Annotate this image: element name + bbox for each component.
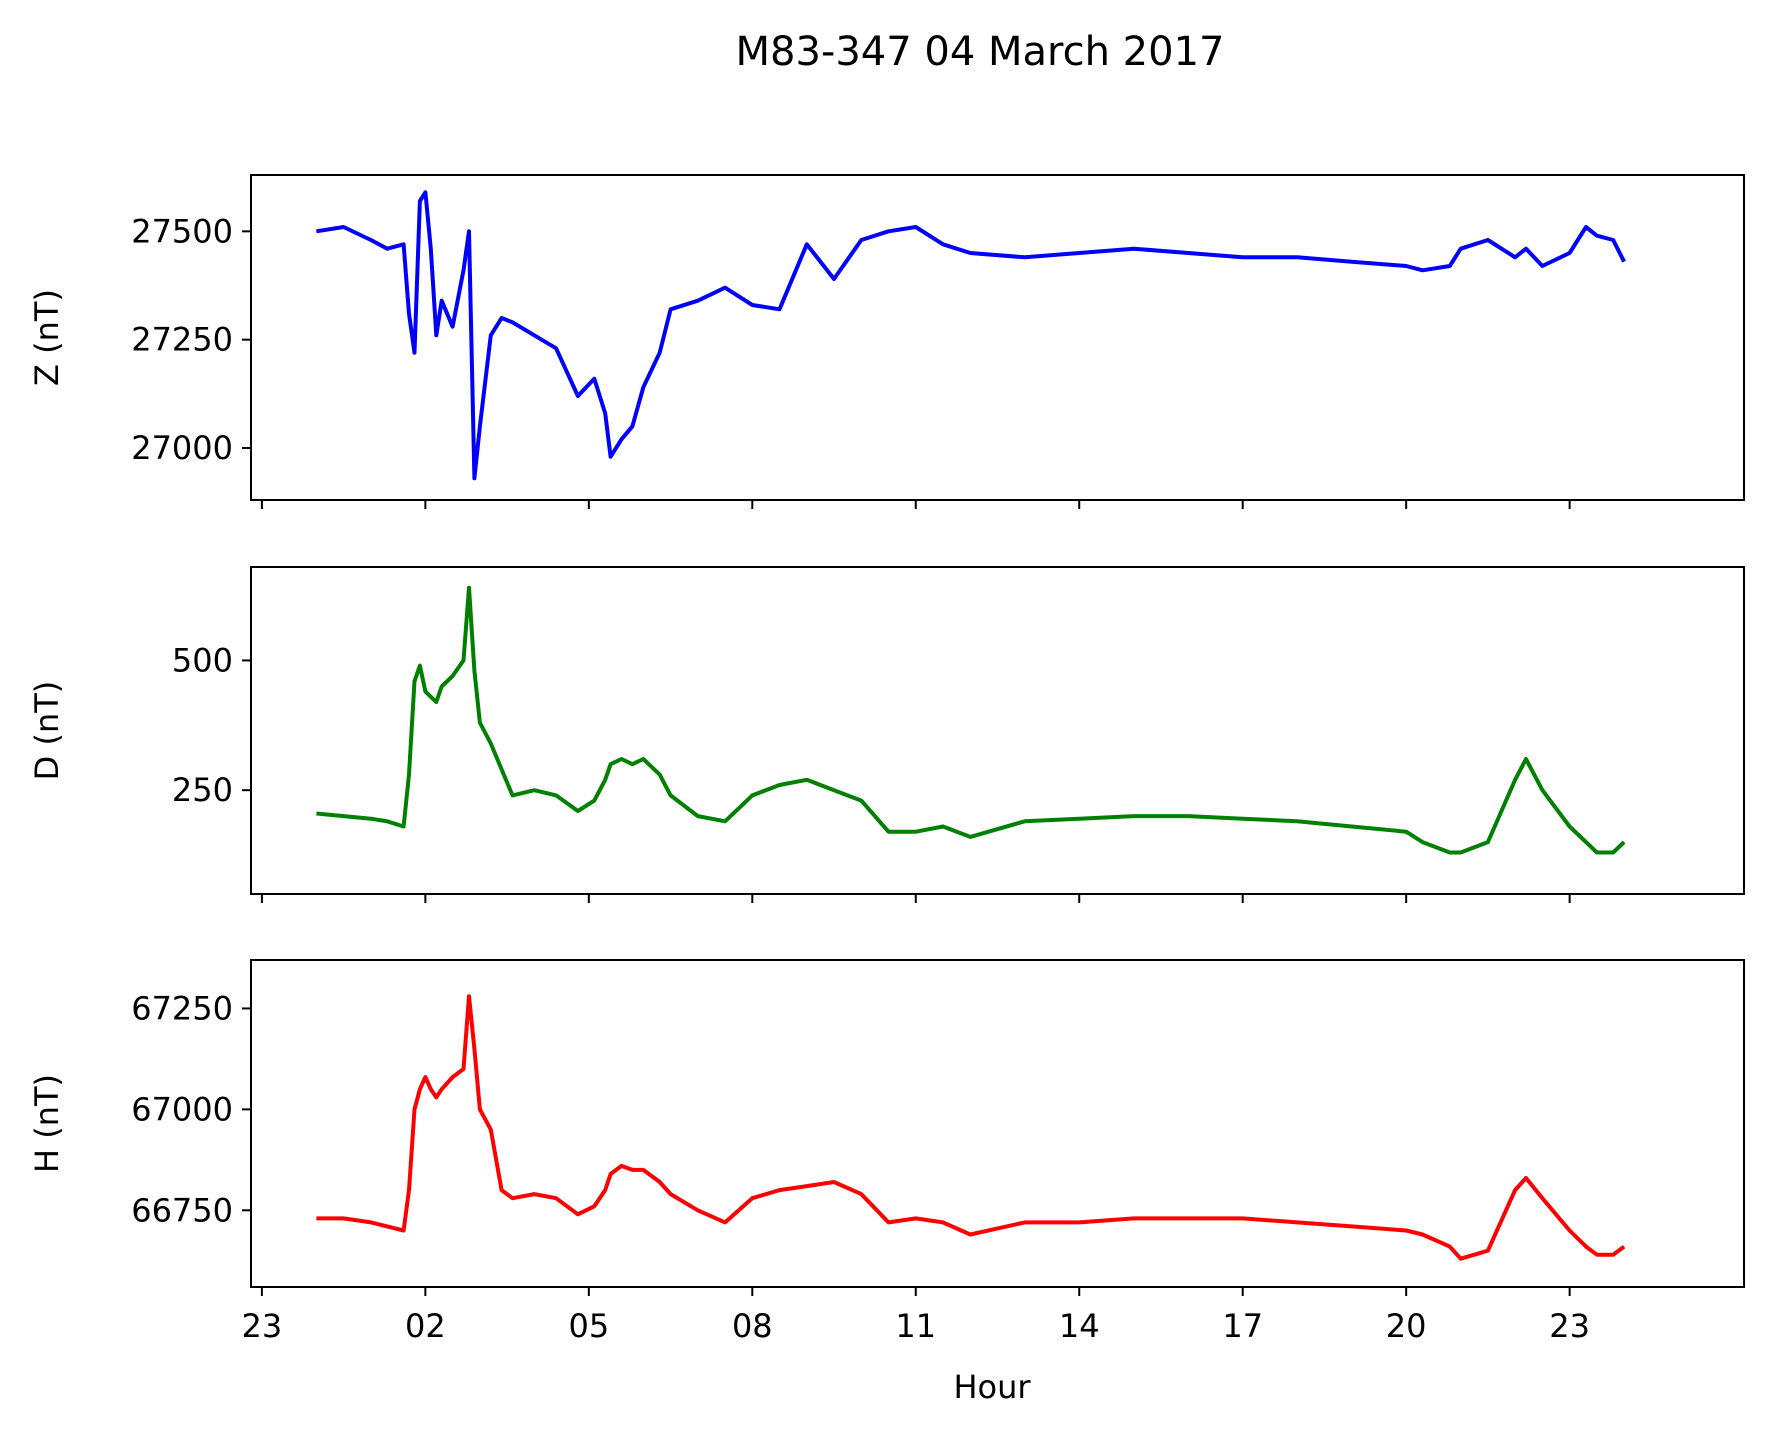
series-line-1: [316, 190, 1626, 481]
x-axis-label: Hour: [953, 1368, 1031, 1406]
y-axis-label-3: H (nT): [28, 1074, 66, 1173]
figure-title: M83-347 04 March 2017: [736, 29, 1225, 75]
x-tick-label: 23: [242, 1307, 283, 1345]
panels-group: 27000 27250 27500 Z (nT) 250 500 D (nT) 66750 67…: [28, 174, 1745, 1345]
y-tick-label: 250: [172, 771, 233, 809]
x-tick-label: 23: [1549, 1307, 1590, 1345]
y-tick-label: 27500: [131, 212, 233, 250]
x-tick-label: 20: [1386, 1307, 1427, 1345]
x-tick-label: 02: [405, 1307, 446, 1345]
y-tick-label: 500: [172, 641, 233, 679]
x-tick-label: 11: [895, 1307, 936, 1345]
plot-frame-3: [250, 959, 1745, 1288]
y-axis-label-2: D (nT): [28, 681, 66, 781]
plot-frame-2: [250, 566, 1745, 895]
panel-1: 27000 27250 27500 Z (nT): [28, 174, 1745, 509]
x-tick-label: 17: [1222, 1307, 1263, 1345]
series-line-2: [316, 585, 1626, 855]
x-tick-label: 05: [568, 1307, 609, 1345]
y-tick-label: 27000: [131, 429, 233, 467]
y-axis-label-1: Z (nT): [28, 289, 66, 386]
y-tick-label: 67250: [131, 989, 233, 1027]
x-tick-label: 08: [732, 1307, 773, 1345]
y-tick-label: 27250: [131, 321, 233, 359]
plot-frame-1: [250, 174, 1745, 501]
panel-2: 250 500 D (nT): [28, 566, 1745, 903]
x-tick-label: 14: [1059, 1307, 1100, 1345]
panel-3: 66750 67000 67250 23 02 05 08 11 14 17 20 23 H (nT): [28, 959, 1745, 1345]
y-tick-label: 66750: [131, 1191, 233, 1229]
series-line-3: [316, 994, 1626, 1261]
y-tick-label: 67000: [131, 1090, 233, 1128]
